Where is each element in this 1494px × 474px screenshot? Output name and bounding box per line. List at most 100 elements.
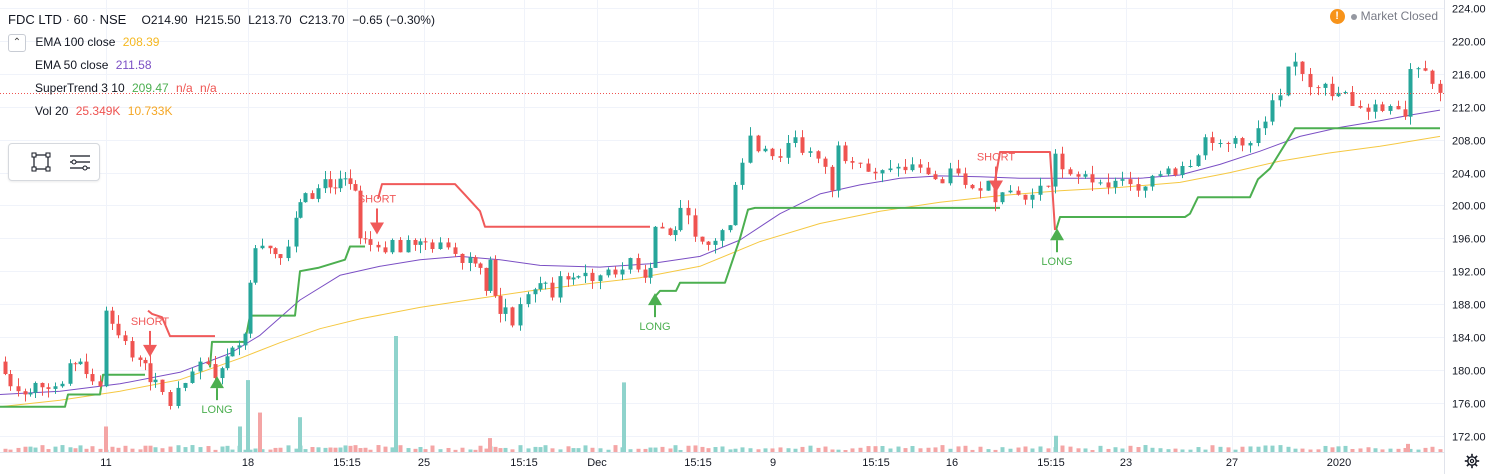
volume-bar	[368, 449, 373, 452]
volume-bar	[1076, 448, 1081, 452]
volume-bar	[1030, 448, 1035, 452]
volume-bar	[1068, 446, 1073, 452]
candle-body	[213, 364, 218, 379]
volume-bar	[643, 448, 648, 452]
symbol-name[interactable]: FDC LTD	[8, 12, 62, 27]
supertrend-up-segment	[209, 245, 365, 368]
candle-body	[406, 239, 411, 253]
time-axis[interactable]: 11 18 15:15 25 15:15 Dec 15:15 9 15:15 16 15:15 23 2…	[0, 452, 1444, 470]
volume-bar	[963, 445, 968, 452]
candle-body	[1196, 155, 1201, 167]
volume-bar	[1293, 448, 1298, 452]
volume-bar	[1408, 448, 1413, 452]
volume-bar	[453, 449, 458, 452]
warning-icon[interactable]: !	[1329, 9, 1345, 25]
candle-body	[606, 269, 611, 276]
candle-body	[896, 166, 901, 169]
volume-bar	[1008, 448, 1013, 452]
volume-bar	[518, 445, 523, 452]
candle-body	[686, 207, 691, 216]
volume-bar	[1098, 445, 1103, 452]
volume-bar	[46, 449, 51, 452]
candle-body	[1173, 168, 1178, 176]
candle-body	[98, 381, 103, 387]
volume-bar	[1300, 448, 1305, 452]
volume-bar	[303, 449, 308, 452]
volume-bar	[353, 445, 358, 452]
indicator-supertrend[interactable]: SuperTrend 3 10 209.47 n/a n/a	[8, 77, 435, 100]
candle-body	[786, 142, 791, 158]
candle-body	[510, 307, 515, 326]
candle-body	[1098, 182, 1103, 184]
collapse-chevron-icon[interactable]: ⌃	[8, 33, 26, 52]
volume-bar	[1210, 445, 1215, 452]
time-tick-label: 15:15	[510, 457, 538, 469]
candle-body	[1380, 104, 1385, 111]
candle-body	[1248, 142, 1253, 146]
object-tree-button[interactable]	[27, 149, 55, 175]
candle-body	[1366, 107, 1371, 112]
volume-bar	[986, 449, 991, 452]
candle-body	[498, 295, 503, 314]
candle-body	[866, 163, 871, 172]
volume-bar	[1403, 447, 1408, 452]
volume-bar	[606, 449, 611, 452]
candle-body	[903, 166, 908, 171]
candle-body	[253, 248, 258, 283]
candle-body	[40, 382, 45, 388]
volume-bar	[28, 446, 33, 452]
candle-body	[858, 162, 863, 164]
volume-bar	[566, 446, 571, 452]
ohlc-open: O214.90	[141, 13, 188, 27]
candle-body	[1388, 106, 1393, 111]
volume-bar	[160, 448, 165, 452]
supertrend-up-segment	[1055, 127, 1440, 231]
candle-body	[880, 170, 885, 174]
price-tick-label: 204.00	[1452, 169, 1486, 181]
volume-bars	[3, 336, 1443, 452]
volume-bar	[1330, 447, 1335, 452]
candle-body	[933, 174, 938, 180]
short-arrow-icon	[370, 222, 384, 235]
candle-body	[733, 184, 738, 226]
candle-body	[138, 357, 143, 360]
candle-body	[816, 151, 821, 159]
candle-body	[823, 158, 828, 167]
interval[interactable]: 60	[73, 12, 88, 27]
gear-icon[interactable]	[1464, 453, 1480, 469]
indicator-volume[interactable]: Vol 20 25.349K 10.733K	[8, 100, 435, 123]
candle-body	[130, 341, 135, 358]
candle-body	[316, 188, 321, 199]
candle-body	[84, 361, 89, 375]
candle-body	[60, 383, 65, 387]
candle-body	[728, 225, 733, 231]
volume-bar	[1143, 445, 1148, 452]
candle-body	[970, 184, 975, 189]
candle-body	[3, 361, 8, 375]
volume-bar	[1350, 448, 1355, 452]
data-window-button[interactable]	[65, 149, 93, 175]
volume-bar	[538, 447, 543, 452]
candle-body	[526, 294, 531, 305]
candle-body	[268, 245, 273, 249]
volume-bar	[1166, 449, 1171, 452]
volume-bar	[1120, 448, 1125, 452]
volume-bar	[398, 445, 403, 452]
price-axis[interactable]: 224.00 220.00 216.00 212.00 208.00 204.00 200.…	[1444, 0, 1494, 474]
candle-body	[628, 258, 633, 270]
candle-body	[873, 171, 878, 174]
volume-bar	[98, 448, 103, 452]
candle-body	[460, 253, 465, 263]
volume-bar	[1060, 445, 1065, 452]
market-status[interactable]: ! Market Closed	[1329, 9, 1438, 25]
volume-bar	[376, 445, 381, 452]
volume-bar	[1388, 448, 1393, 452]
chart-legend: FDC LTD · 60 · NSE O214.90 H215.50 L213.…	[8, 8, 435, 123]
volume-bar	[484, 448, 489, 452]
indicator-ema50[interactable]: EMA 50 close 211.58	[8, 54, 435, 77]
time-tick-label: 2020	[1327, 457, 1351, 469]
volume-bar	[756, 449, 761, 452]
candle-body	[220, 368, 225, 379]
indicator-ema100[interactable]: ⌃ EMA 100 close 208.39	[8, 31, 435, 54]
